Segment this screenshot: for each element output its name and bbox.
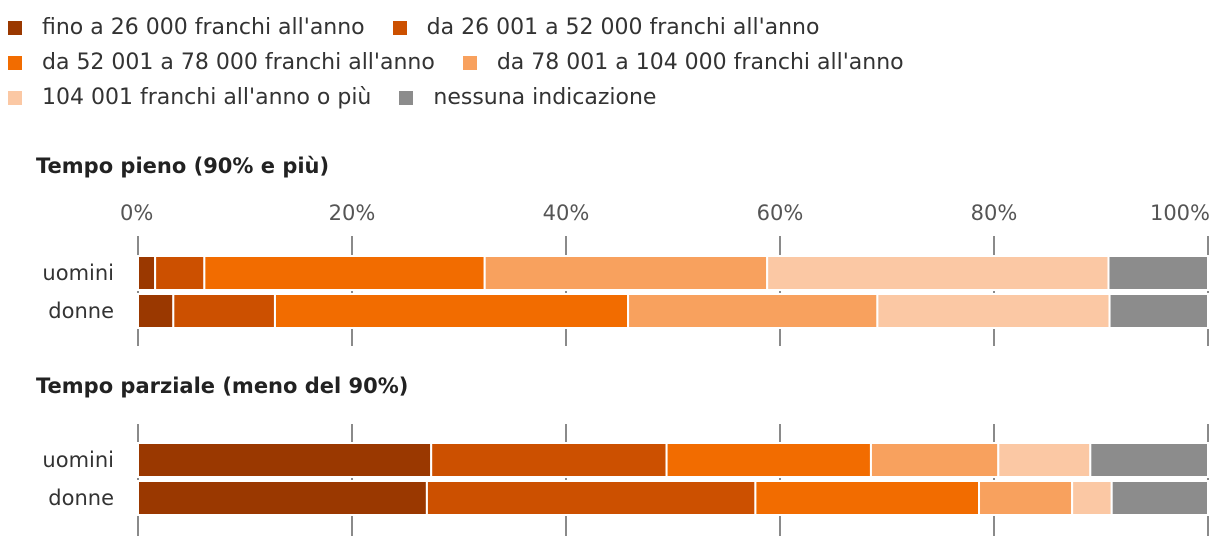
legend-label: nessuna indicazione [433, 85, 657, 110]
category-label: uomini [42, 448, 114, 472]
legend-swatch [8, 20, 22, 35]
bar-segment [137, 442, 433, 478]
legend-label: da 78 001 a 104 000 franchi all'anno [496, 50, 904, 75]
bar-segment [754, 480, 981, 516]
category-label: donne [48, 299, 114, 323]
bar-segment [1071, 480, 1113, 516]
tick-label: 100% [1150, 201, 1210, 225]
bar-segment [1107, 255, 1209, 291]
bar-segment [430, 442, 668, 478]
bar-segment [1110, 480, 1209, 516]
bar-segment [425, 480, 757, 516]
tick-label: 40% [543, 201, 590, 225]
category-label: donne [48, 486, 114, 510]
chart-title-tempo-pieno: Tempo pieno (90% e più) [36, 154, 330, 178]
bar-segment [997, 442, 1092, 478]
bar-segment [627, 293, 879, 329]
bar-segment [154, 255, 206, 291]
bar-segment [137, 480, 428, 516]
tick-label: 80% [971, 201, 1018, 225]
bar-segment [1108, 293, 1210, 329]
bar-segment [978, 480, 1074, 516]
legend-item-52001-78000: da 52 001 a 78 000 franchi all'anno [8, 50, 435, 75]
legend-row: da 52 001 a 78 000 franchi all'anno da 7… [8, 45, 1208, 80]
bar-segment [137, 293, 175, 329]
legend-swatch [462, 55, 477, 70]
legend-item-26001-52000: da 26 001 a 52 000 franchi all'anno [392, 15, 820, 40]
legend-label: da 52 001 a 78 000 franchi all'anno [42, 50, 435, 75]
bar-segment [869, 442, 1000, 478]
bar-segment [876, 293, 1111, 329]
legend-item-104001-plus: 104 001 franchi all'anno o più [8, 85, 371, 110]
bar-segment [273, 293, 630, 329]
bar-segment [766, 255, 1110, 291]
tick-label: 60% [757, 201, 804, 225]
legend-item-78001-104000: da 78 001 a 104 000 franchi all'anno [462, 50, 904, 75]
legend-row: 104 001 franchi all'anno o più nessuna i… [8, 80, 1208, 115]
category-label: uomini [42, 261, 114, 285]
legend-swatch [8, 55, 22, 70]
bar-segment [665, 442, 872, 478]
tick-label: 20% [329, 201, 376, 225]
legend: fino a 26 000 franchi all'anno da 26 001… [8, 10, 1208, 115]
legend-label: fino a 26 000 franchi all'anno [42, 15, 365, 40]
legend-item-fino-26000: fino a 26 000 franchi all'anno [8, 15, 365, 40]
bar-segment [483, 255, 769, 291]
legend-swatch [8, 90, 22, 105]
bar-segment [1089, 442, 1210, 478]
bar-segment [172, 293, 276, 329]
legend-label: da 26 001 a 52 000 franchi all'anno [426, 15, 820, 40]
legend-swatch [399, 90, 414, 105]
tick-label: 0% [120, 201, 153, 225]
legend-swatch [392, 20, 407, 35]
chart-title-tempo-parziale: Tempo parziale (meno del 90%) [36, 374, 409, 398]
legend-row: fino a 26 000 franchi all'anno da 26 001… [8, 10, 1208, 45]
legend-label: 104 001 franchi all'anno o più [42, 85, 372, 110]
legend-item-nessuna-indicazione: nessuna indicazione [399, 85, 656, 110]
bar-segment [203, 255, 486, 291]
bar-segment [137, 255, 157, 291]
